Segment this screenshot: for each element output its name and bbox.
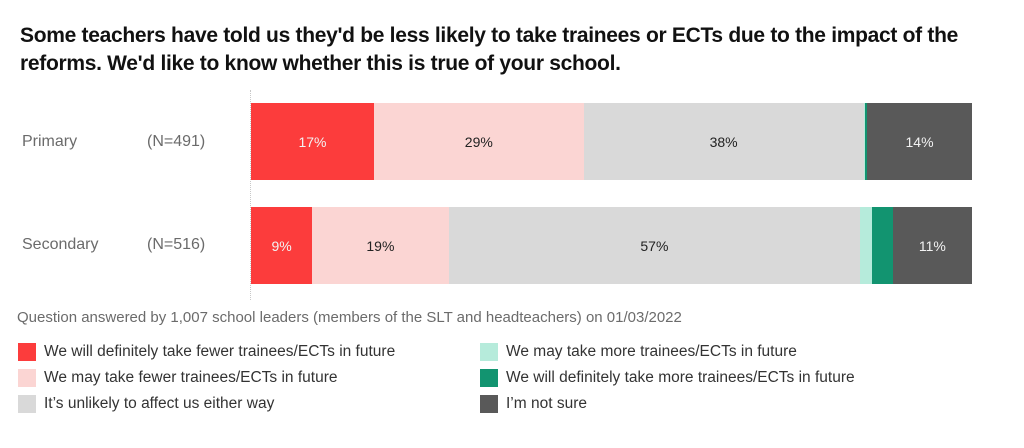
legend-swatch [18,343,36,361]
legend-item-unlikely: It’s unlikely to affect us either way [18,395,274,413]
bar-segment-unlikely: 57% [448,207,861,284]
row-label-secondary: Secondary [22,236,99,253]
bar-segment-not-sure: 14% [867,103,972,180]
legend-swatch [18,395,36,413]
bar-segment-definitely-fewer: 17% [251,103,374,180]
bar-segment-not-sure: 11% [892,207,972,284]
row-label-primary: Primary [22,133,78,150]
bar-primary: 17% 29% 38% 14% [251,103,972,180]
bar-segment-may-fewer: 19% [312,207,449,284]
legend-label: We may take fewer trainees/ECTs in futur… [44,369,338,386]
bar-segment-may-fewer: 29% [373,103,584,180]
footnote: Question answered by 1,007 school leader… [17,309,682,326]
chart-title: Some teachers have told us they'd be les… [20,24,958,75]
bar-segment-may-more [863,103,865,180]
legend-label: I’m not sure [506,395,587,412]
row-n-secondary: (N=516) [147,236,206,253]
bar-segment-definitely-fewer: 9% [251,207,313,284]
legend-label: We will definitely take fewer trainees/E… [44,343,396,360]
legend-item-may-more: We may take more trainees/ECTs in future [480,343,797,361]
legend-label: It’s unlikely to affect us either way [44,395,275,412]
axis-baseline [250,90,251,300]
bar-segment-definitely-more [864,103,868,180]
legend-item-may-fewer: We may take fewer trainees/ECTs in futur… [18,369,337,387]
legend-label: We may take more trainees/ECTs in future [506,343,797,360]
legend-label: We will definitely take more trainees/EC… [506,369,855,386]
row-n-primary: (N=491) [147,133,206,150]
legend-swatch [480,343,498,361]
bar-segment-unlikely: 38% [583,103,864,180]
bar-segment-definitely-more [872,207,893,284]
legend-swatch [480,369,498,387]
legend-item-definitely-fewer: We will definitely take fewer trainees/E… [18,343,395,361]
bar-secondary: 9% 19% 57% 11% [251,207,972,284]
legend-item-definitely-more: We will definitely take more trainees/EC… [480,369,855,387]
legend-swatch [480,395,498,413]
bar-segment-may-more [860,207,873,284]
legend-swatch [18,369,36,387]
legend-item-not-sure: I’m not sure [480,395,587,413]
